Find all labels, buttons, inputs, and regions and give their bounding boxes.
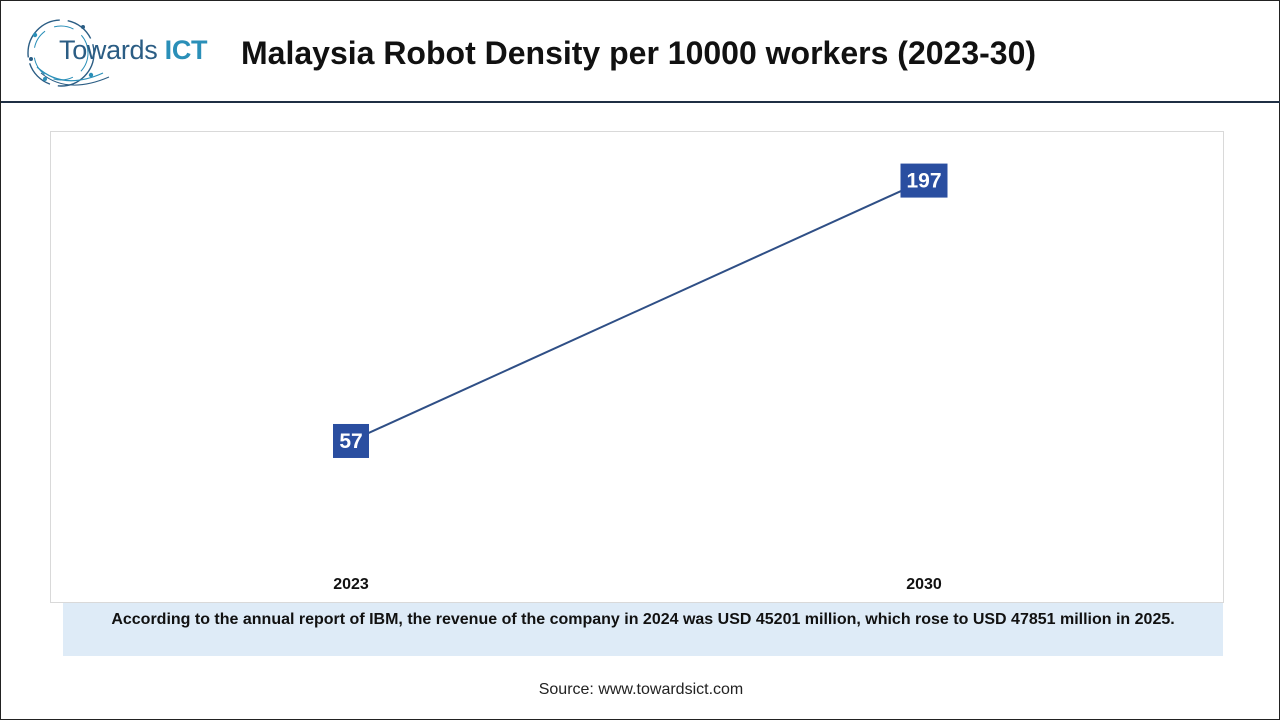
note-box: According to the annual report of IBM, t… [63,603,1223,656]
data-label: 197 [900,163,948,198]
series-line [350,179,925,442]
x-tick-label: 2023 [333,576,369,593]
data-label-text: 57 [339,430,362,453]
chart-area: 57 197 2023 2030 [50,131,1224,603]
line-chart: 57 197 2023 2030 [333,163,948,593]
brand-word: Towards [59,35,158,65]
globe-icon [27,19,110,87]
brand-name: Towards ICT [59,35,208,66]
header-bar: Towards ICT Malaysia Robot Density per 1… [1,1,1280,103]
brand-logo: Towards ICT [23,15,223,91]
source-text: Source: www.towardsict.com [538,681,744,698]
data-label-text: 197 [906,170,941,193]
page-title: Malaysia Robot Density per 10000 workers… [241,35,1037,71]
data-point-marker [333,423,369,458]
x-tick-label: 2030 [906,576,942,593]
data-point-marker [900,163,948,198]
data-label: 57 [333,423,369,458]
brand-accent: ICT [164,35,208,65]
